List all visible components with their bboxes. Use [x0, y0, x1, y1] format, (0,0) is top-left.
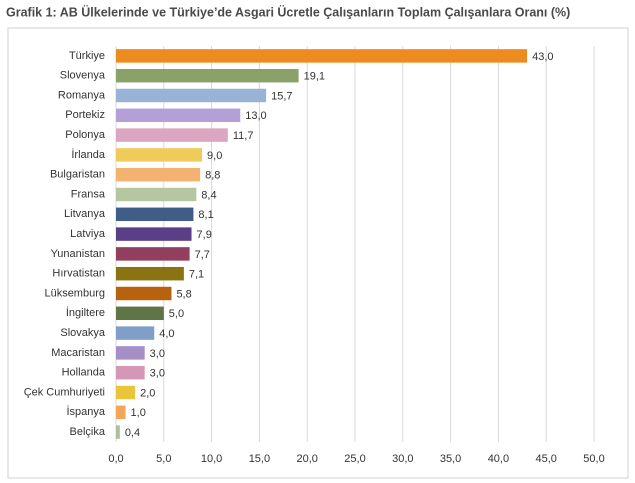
value-label: 8,8 [205, 170, 220, 182]
bar [116, 385, 136, 400]
value-label: 5,8 [176, 288, 191, 300]
x-tick-label: 50,0 [583, 453, 604, 465]
bar [116, 207, 194, 222]
bar [116, 286, 172, 301]
x-tick-label: 5,0 [156, 453, 171, 465]
bar [116, 108, 241, 123]
y-tick-label: Hollanda [62, 367, 106, 379]
y-tick-label: Slovenya [60, 70, 106, 82]
bar [116, 167, 201, 182]
value-label: 7,9 [197, 229, 212, 241]
y-tick-label: Macaristan [51, 347, 105, 359]
value-label: 5,0 [169, 308, 184, 320]
bar [116, 326, 155, 340]
y-tick-label: Bulgaristan [50, 169, 105, 181]
bar [116, 346, 145, 360]
value-label: 4,0 [159, 328, 174, 340]
x-tick-label: 35,0 [440, 453, 461, 465]
value-label: 3,0 [150, 348, 165, 360]
y-tick-label: Belçika [70, 426, 106, 438]
y-tick-label: İngiltere [66, 306, 105, 319]
value-label: 7,1 [189, 269, 204, 281]
chart-frame [7, 27, 629, 479]
y-tick-label: Hırvatistan [52, 268, 105, 280]
bar [116, 187, 197, 202]
y-tick-label: Yunanistan [51, 248, 105, 260]
bar [116, 405, 126, 420]
y-tick-label: İspanya [66, 405, 105, 418]
bar [116, 88, 267, 103]
x-tick-label: 15,0 [249, 453, 270, 465]
y-tick-label: Türkiye [69, 50, 105, 62]
y-tick-label: Fransa [71, 188, 106, 200]
y-tick-label: Romanya [58, 89, 106, 101]
bar [116, 306, 164, 321]
bar [116, 425, 120, 439]
y-tick-label: Çek Cumhuriyeti [24, 386, 105, 398]
bar [116, 148, 203, 162]
value-label: 7,7 [195, 249, 210, 261]
value-label: 19,1 [304, 71, 325, 83]
value-label: 13,0 [245, 110, 266, 122]
x-tick-label: 20,0 [296, 453, 317, 465]
x-tick-label: 25,0 [344, 453, 365, 465]
y-tick-label: Latviya [70, 228, 106, 240]
x-tick-label: 0,0 [108, 453, 123, 465]
chart-title: Grafik 1: AB Ülkelerinde ve Türkiye’de A… [6, 4, 570, 19]
bar [116, 128, 228, 142]
bar [116, 266, 184, 281]
y-tick-label: Lüksemburg [44, 287, 105, 299]
bar [116, 365, 145, 380]
y-tick-label: İrlanda [71, 148, 106, 161]
value-label: 43,0 [532, 51, 553, 63]
x-tick-label: 30,0 [392, 453, 413, 465]
value-label: 2,0 [140, 387, 155, 399]
y-tick-label: Polonya [65, 129, 106, 141]
value-label: 11,7 [233, 130, 254, 142]
bar [116, 49, 528, 63]
value-label: 9,0 [207, 150, 222, 162]
value-label: 8,4 [201, 189, 216, 201]
value-label: 8,1 [198, 209, 213, 221]
bar [116, 247, 190, 261]
value-label: 15,7 [271, 90, 292, 102]
value-label: 1,0 [131, 407, 146, 419]
bar [116, 68, 299, 83]
x-tick-label: 10,0 [201, 453, 222, 465]
bar [116, 227, 192, 241]
y-tick-label: Portekiz [65, 109, 105, 121]
y-tick-label: Litvanya [64, 208, 106, 220]
x-tick-label: 45,0 [535, 453, 556, 465]
y-tick-label: Slovakya [60, 327, 106, 339]
x-tick-label: 40,0 [488, 453, 509, 465]
value-label: 3,0 [150, 368, 165, 380]
value-label: 0,4 [125, 427, 140, 439]
